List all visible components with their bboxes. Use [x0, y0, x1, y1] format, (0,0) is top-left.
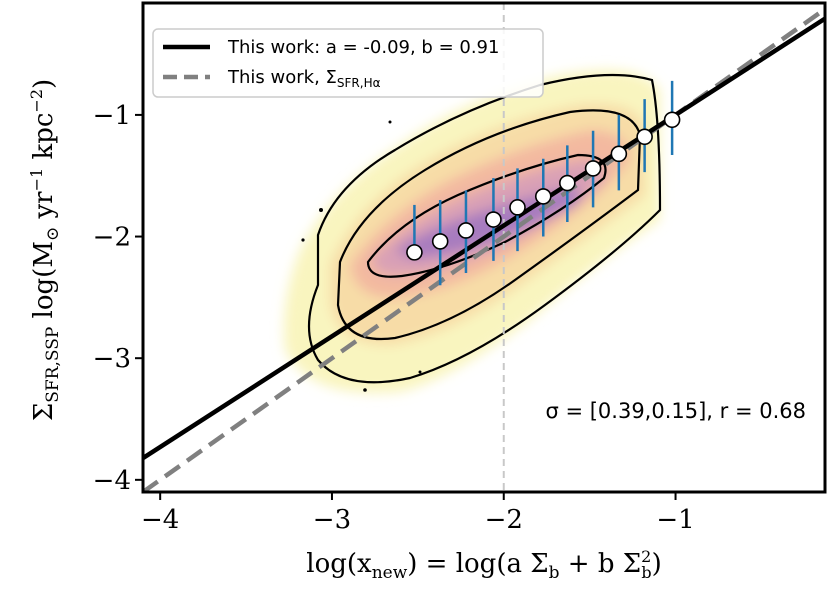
x-axis-label: log(xnew) = log(a Σb + b Σ2 b) [306, 547, 661, 583]
y-tick-label: −1 [93, 101, 131, 131]
legend: This work: a = -0.09, b = 0.91 This work… [152, 28, 544, 98]
fit-solid-line [143, 16, 825, 460]
y-tick-label: −2 [93, 223, 131, 253]
data-point [485, 211, 502, 228]
data-point [509, 199, 526, 216]
data-point [457, 222, 475, 239]
y-tick-label: −3 [93, 344, 131, 374]
x-tick-label: −3 [313, 505, 351, 535]
data-point [610, 145, 628, 163]
data-point [406, 244, 423, 261]
halpha-dashed-line [143, 7, 825, 492]
legend-box [152, 28, 544, 98]
axes-frame [141, 1, 827, 494]
data-point [663, 111, 681, 129]
data-point [559, 174, 576, 192]
y-tick-label: −4 [93, 466, 131, 496]
y-axis-label: ΣSFR,SSP log(M⊙ yr−1 kpc−2) [27, 79, 63, 421]
x-tick-label: −4 [141, 505, 179, 535]
x-tick-label: −2 [485, 505, 523, 535]
y-ticks: −4 −3 −2 −1 [93, 101, 143, 496]
data-point [636, 128, 653, 146]
legend-fit-label: This work: a = -0.09, b = 0.91 [227, 37, 499, 58]
data-point [534, 188, 552, 205]
binned-points [406, 111, 681, 261]
x-ticks: −4 −3 −2 −1 [141, 492, 695, 535]
fit-lines [143, 7, 825, 492]
x-tick-label: −1 [656, 505, 694, 535]
legend-halpha-label: This work, ΣSFR,Hα [227, 67, 381, 90]
data-point [431, 233, 449, 250]
data-point [584, 160, 602, 177]
stats-annotation: σ = [0.39,0.15], r = 0.68 [545, 399, 806, 423]
